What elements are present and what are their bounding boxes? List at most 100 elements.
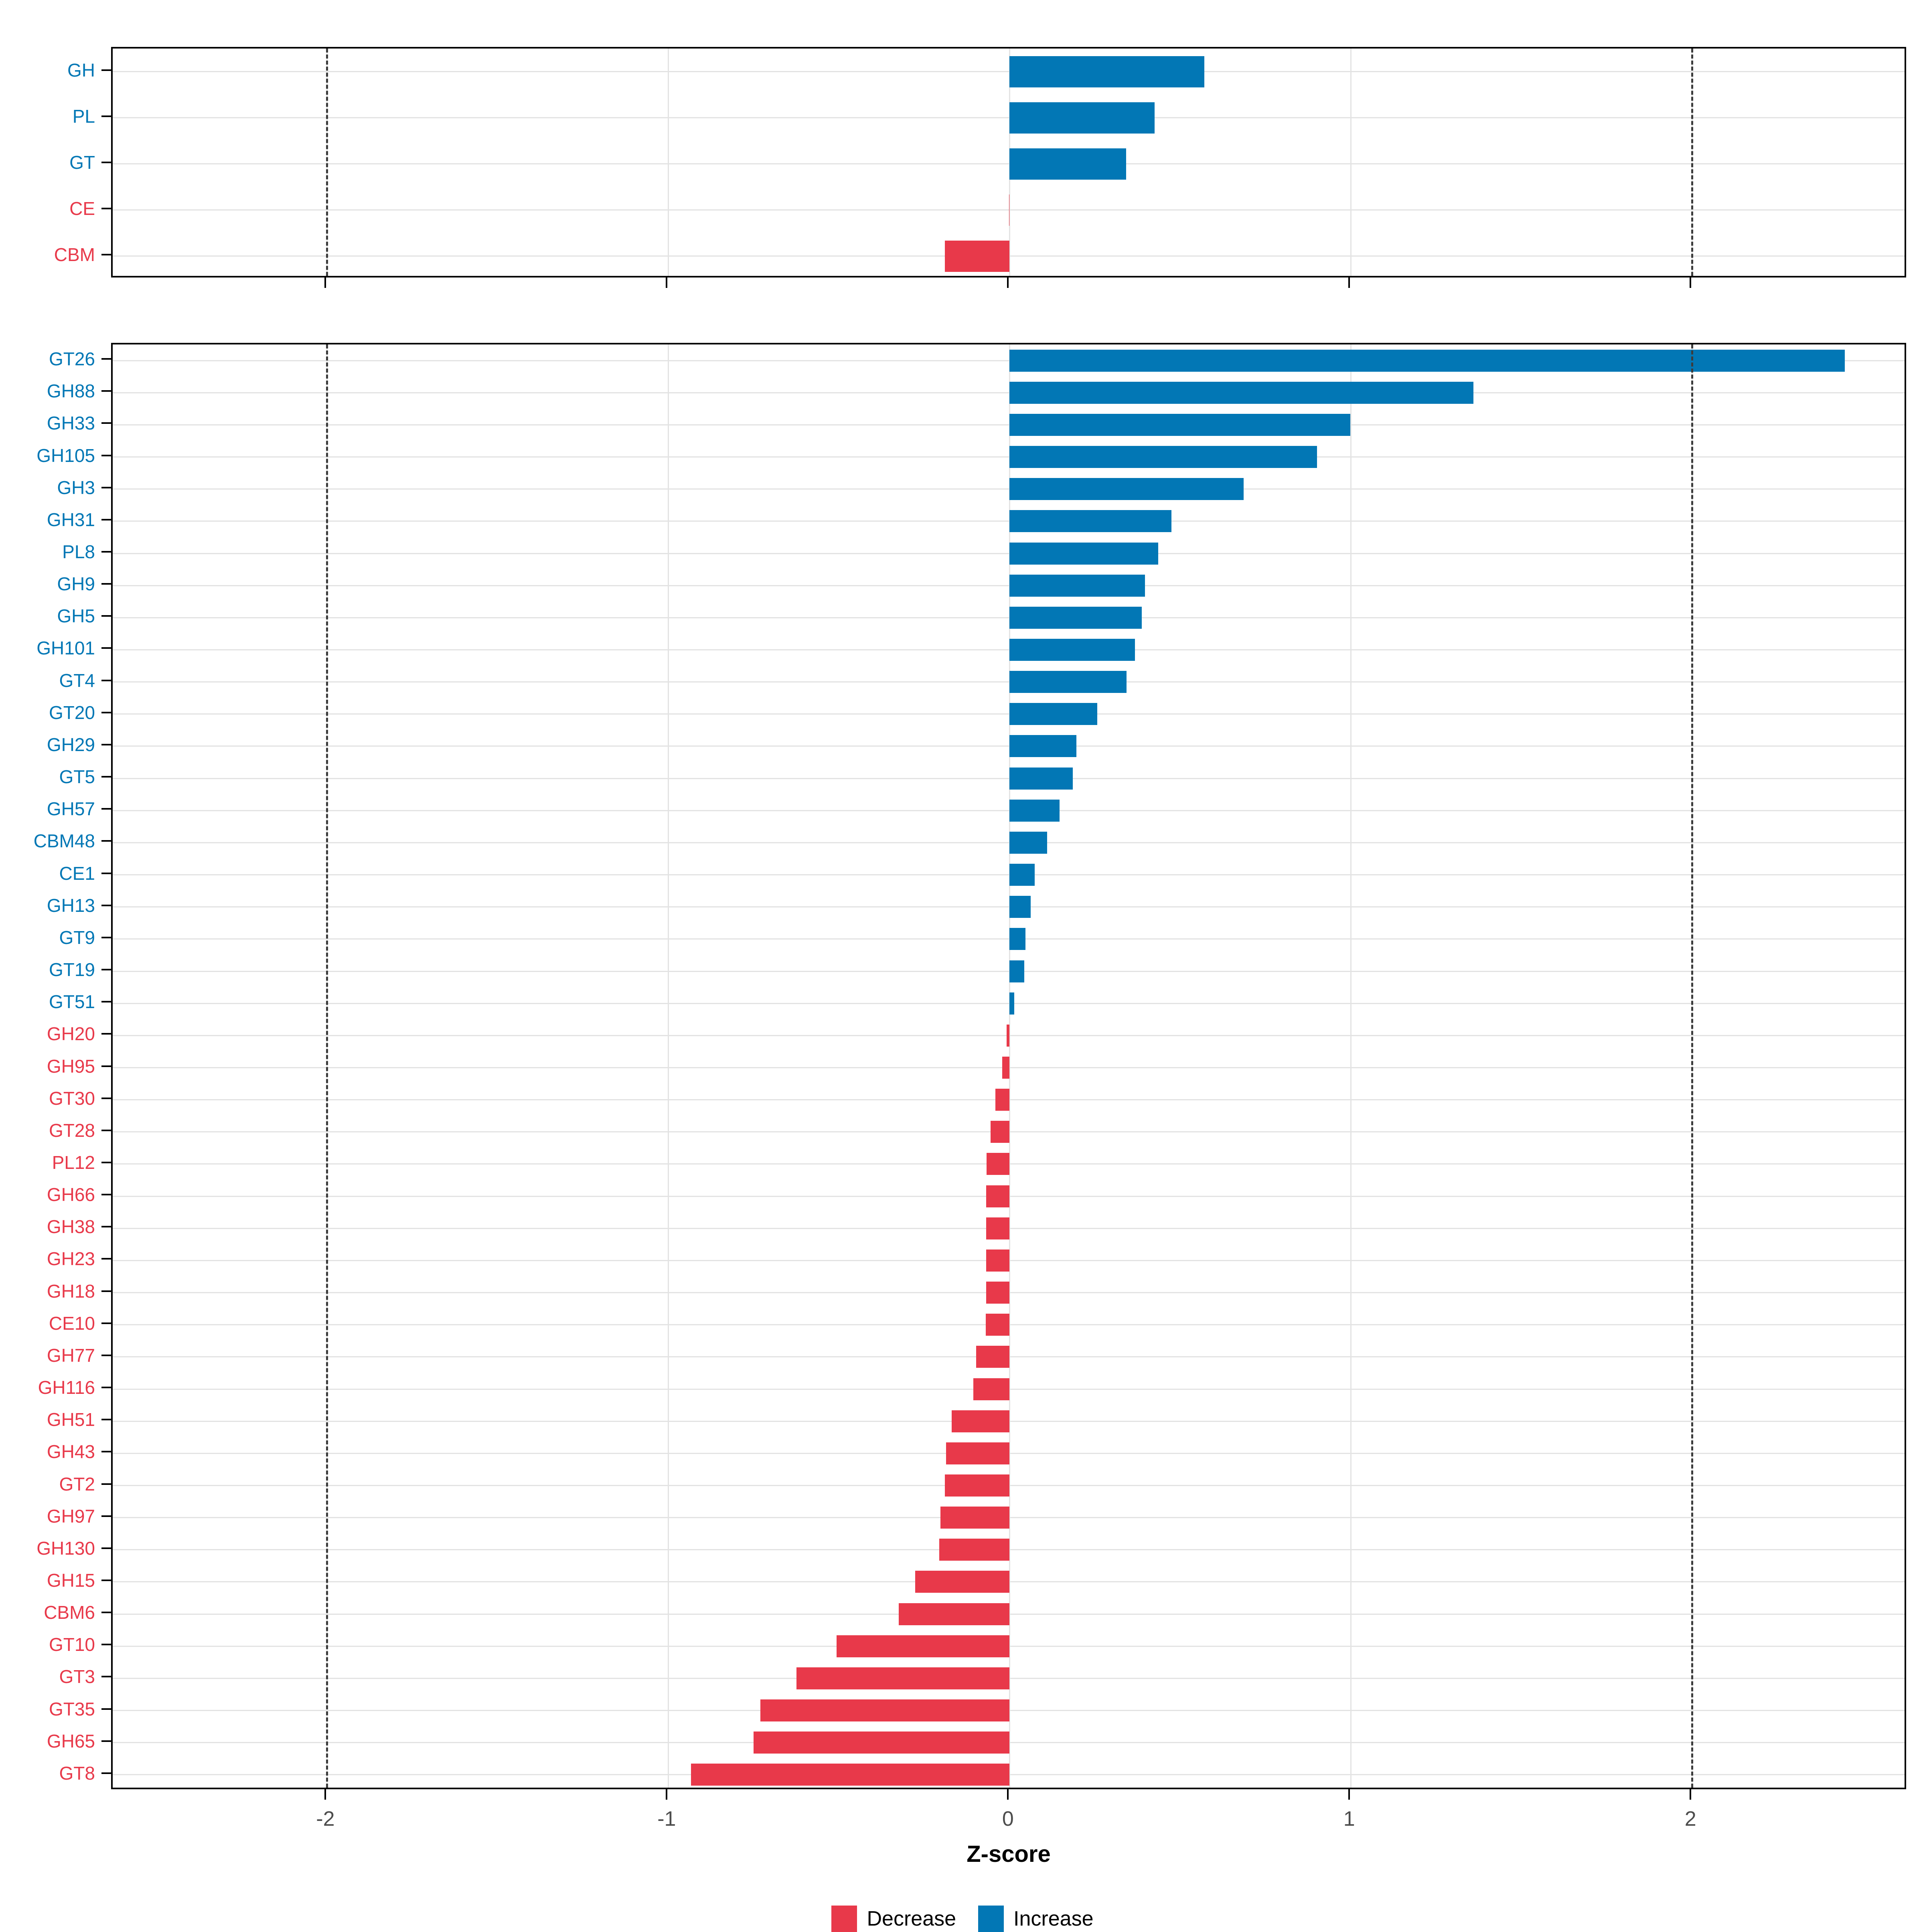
gridline-h	[113, 163, 1905, 164]
y-label-GH3: GH3	[57, 477, 95, 498]
y-label-GT26: GT26	[49, 348, 95, 370]
y-label-GT19: GT19	[49, 959, 95, 980]
y-tick	[101, 1483, 111, 1485]
bar-GH105	[1009, 446, 1317, 468]
y-tick	[101, 1708, 111, 1710]
bar-GH18	[986, 1282, 1010, 1304]
y-tick	[101, 1740, 111, 1742]
bar-GH66	[986, 1185, 1010, 1207]
legend-swatch-decrease	[831, 1906, 857, 1932]
y-label-PL12: PL12	[52, 1152, 95, 1173]
y-tick	[101, 904, 111, 906]
y-tick	[101, 1226, 111, 1228]
gridline-h	[113, 360, 1905, 361]
bar-GH9	[1009, 574, 1145, 597]
y-tick	[101, 69, 111, 71]
y-label-GT3: GT3	[59, 1666, 95, 1687]
gridline-h	[113, 810, 1905, 811]
gridline-h	[113, 392, 1905, 393]
bar-GT4	[1009, 671, 1127, 693]
y-label-GH15: GH15	[47, 1569, 95, 1591]
y-label-GH18: GH18	[47, 1280, 95, 1302]
y-label-GH33: GH33	[47, 413, 95, 434]
y-label-GH65: GH65	[47, 1730, 95, 1752]
y-label-GT20: GT20	[49, 702, 95, 723]
y-tick	[101, 518, 111, 520]
gridline-h	[113, 745, 1905, 747]
y-tick	[101, 1290, 111, 1292]
bar-CE1	[1009, 864, 1035, 886]
y-tick	[101, 1097, 111, 1099]
bar-CBM	[944, 240, 1010, 272]
y-label-GH116: GH116	[38, 1377, 95, 1398]
y-tick	[101, 647, 111, 649]
y-tick	[101, 776, 111, 778]
bar-PL8	[1009, 542, 1159, 565]
bar-GH130	[939, 1539, 1010, 1561]
y-label-GT8: GT8	[59, 1762, 95, 1784]
y-tick	[101, 1065, 111, 1067]
gridline-h	[113, 71, 1905, 72]
gridline-h	[113, 117, 1905, 118]
bar-GT8	[691, 1764, 1010, 1786]
y-tick	[101, 1451, 111, 1453]
x-tick	[666, 277, 668, 288]
y-tick	[101, 1194, 111, 1196]
gridline-v	[667, 49, 669, 276]
bar-GH65	[754, 1732, 1010, 1754]
bar-GT19	[1009, 960, 1024, 982]
y-label-GT: GT	[69, 152, 95, 173]
dashed-reference-line	[1691, 344, 1693, 1788]
y-label-GH29: GH29	[47, 734, 95, 755]
y-label-CE1: CE1	[59, 863, 95, 884]
gridline-h	[113, 488, 1905, 490]
gridline-h	[113, 1002, 1905, 1004]
gridline-h	[113, 520, 1905, 522]
y-tick	[101, 207, 111, 209]
x-tick	[1007, 277, 1009, 288]
y-label-GT9: GT9	[59, 927, 95, 948]
gridline-h	[113, 938, 1905, 940]
bar-GH33	[1009, 413, 1350, 436]
y-tick	[101, 1772, 111, 1774]
gridline-h	[113, 585, 1905, 586]
gridline-h	[113, 713, 1905, 715]
y-tick	[101, 743, 111, 745]
bar-GH77	[976, 1346, 1010, 1368]
y-label-GT4: GT4	[59, 670, 95, 691]
x-tick	[324, 277, 326, 288]
x-tick	[1690, 277, 1692, 288]
x-tick-label: -2	[316, 1807, 335, 1831]
bar-CBM48	[1009, 831, 1047, 854]
y-tick	[101, 615, 111, 617]
bar-CE10	[985, 1314, 1010, 1336]
y-tick	[101, 1644, 111, 1646]
bar-GT2	[945, 1474, 1010, 1497]
y-tick	[101, 1161, 111, 1163]
gridline-v	[1009, 344, 1010, 1788]
bar-GH57	[1009, 799, 1060, 822]
y-label-PL: PL	[72, 105, 95, 127]
bar-GT26	[1009, 349, 1845, 372]
summary-panel	[111, 47, 1906, 277]
y-label-GH95: GH95	[47, 1055, 95, 1077]
y-label-GH88: GH88	[47, 381, 95, 402]
legend-label-decrease: Decrease	[867, 1907, 956, 1930]
bar-GH97	[940, 1507, 1010, 1529]
bar-GH43	[946, 1442, 1010, 1464]
bar-GH3	[1009, 478, 1244, 500]
y-tick	[101, 486, 111, 488]
bar-GT51	[1009, 992, 1015, 1015]
y-label-CBM48: CBM48	[33, 830, 95, 852]
bar-GH51	[952, 1410, 1010, 1432]
y-label-GH57: GH57	[47, 798, 95, 820]
bar-CBM6	[898, 1603, 1010, 1625]
y-label-GH77: GH77	[47, 1345, 95, 1366]
y-label-PL8: PL8	[62, 541, 95, 562]
y-tick	[101, 454, 111, 456]
y-tick	[101, 840, 111, 842]
legend-item-increase: Increase	[978, 1906, 1094, 1932]
y-label-GH23: GH23	[47, 1248, 95, 1270]
x-tick	[1690, 1789, 1692, 1800]
x-tick-label: 1	[1343, 1807, 1355, 1831]
